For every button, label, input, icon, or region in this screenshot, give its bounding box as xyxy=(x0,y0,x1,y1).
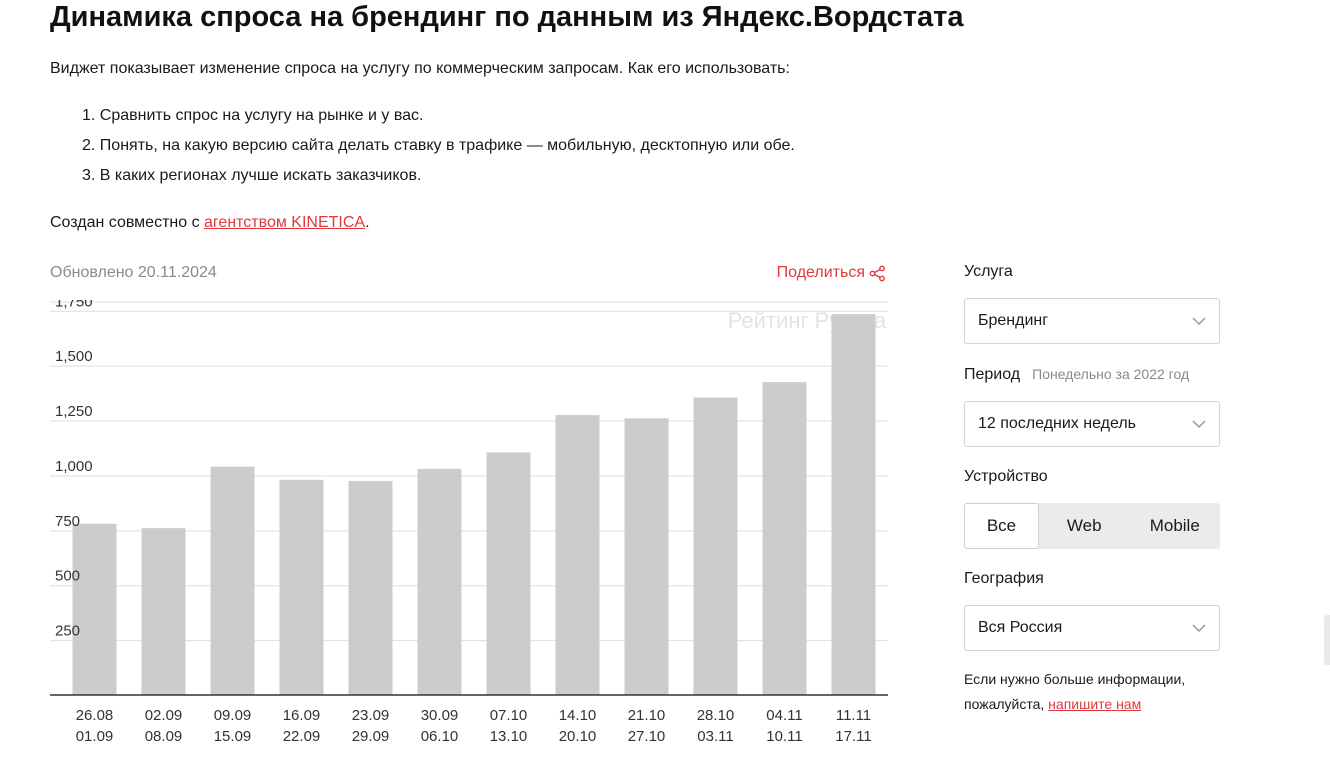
x-tick-label: 09.09 xyxy=(214,707,252,724)
filter-panel: Услуга Брендинг Период Понедельно за 2022… xyxy=(964,262,1220,717)
chart-bar xyxy=(417,468,462,695)
device-label: Устройство xyxy=(964,468,1048,485)
step-item: 2. Понять, на какую версию сайта делать … xyxy=(82,137,795,154)
chart-bar xyxy=(210,466,255,695)
chevron-down-icon xyxy=(1192,420,1206,428)
chart-bar xyxy=(72,523,117,695)
updated-date: Обновлено 20.11.2024 xyxy=(50,264,217,281)
x-tick-label: 10.11 xyxy=(766,728,802,745)
x-tick-label: 30.09 xyxy=(421,707,459,724)
chart-bar xyxy=(762,382,807,695)
x-tick-label: 17.11 xyxy=(835,728,871,745)
x-tick-label: 15.09 xyxy=(214,728,252,745)
x-tick-label: 04.11 xyxy=(766,707,802,724)
x-tick-label: 07.10 xyxy=(490,707,528,724)
bar-chart: Рейтинг Рунета26.0801.0902.0908.0909.091… xyxy=(50,300,888,745)
period-hint: Понедельно за 2022 год xyxy=(1032,366,1190,382)
period-value: 12 последних недель xyxy=(978,415,1136,432)
chart-bar xyxy=(486,452,531,695)
y-tick-label: 500 xyxy=(55,568,80,585)
y-tick-label: 750 xyxy=(55,513,80,530)
chevron-down-icon xyxy=(1192,624,1206,632)
x-tick-label: 23.09 xyxy=(352,707,390,724)
kinetica-link[interactable]: агентством KINETICA xyxy=(204,214,366,231)
period-label-row: Период Понедельно за 2022 год xyxy=(964,364,1220,385)
y-tick-label: 1,000 xyxy=(55,458,93,475)
device-option-all[interactable]: Все xyxy=(964,503,1039,549)
contact-note: Если нужно больше информации, пожалуйста… xyxy=(964,667,1220,717)
chart-bar xyxy=(555,415,600,695)
x-tick-label: 08.09 xyxy=(145,728,183,745)
x-tick-label: 03.11 xyxy=(697,728,733,745)
x-tick-label: 28.10 xyxy=(697,707,735,724)
geo-label: География xyxy=(964,570,1044,587)
service-value: Брендинг xyxy=(978,312,1049,329)
x-tick-label: 11.11 xyxy=(836,707,871,724)
x-tick-label: 02.09 xyxy=(145,707,183,724)
share-button[interactable]: Поделиться xyxy=(777,263,886,283)
x-tick-label: 29.09 xyxy=(352,728,390,745)
share-icon xyxy=(869,265,885,281)
step-item: 1. Сравнить спрос на услугу на рынке и у… xyxy=(82,107,424,124)
device-option-web[interactable]: Web xyxy=(1066,516,1102,535)
contact-note-text: Если нужно больше информации, пожалуйста… xyxy=(964,671,1186,712)
contact-link[interactable]: напишите нам xyxy=(1048,696,1142,712)
chart-bar xyxy=(624,418,669,695)
share-label: Поделиться xyxy=(776,264,865,281)
device-switch: Все Web Mobile xyxy=(964,503,1220,549)
chart-bar xyxy=(279,479,324,695)
chart-bar xyxy=(348,480,393,695)
x-tick-label: 13.10 xyxy=(490,728,528,745)
service-label: Услуга xyxy=(964,263,1013,280)
geo-select[interactable]: Вся Россия xyxy=(964,605,1220,651)
service-select[interactable]: Брендинг xyxy=(964,298,1220,344)
x-tick-label: 22.09 xyxy=(283,728,321,745)
chevron-down-icon xyxy=(1192,317,1206,325)
y-tick-label: 1,250 xyxy=(55,403,93,420)
geo-value: Вся Россия xyxy=(978,619,1063,636)
y-tick-label: 1,500 xyxy=(55,348,93,365)
credits-suffix: . xyxy=(365,214,370,231)
x-tick-label: 20.10 xyxy=(559,728,597,745)
x-tick-label: 26.08 xyxy=(76,707,114,724)
scroll-edge[interactable] xyxy=(1324,615,1330,665)
x-tick-label: 21.10 xyxy=(628,707,666,724)
period-select[interactable]: 12 последних недель xyxy=(964,401,1220,447)
period-label: Период xyxy=(964,366,1021,383)
chart-bar xyxy=(141,528,186,695)
x-tick-label: 01.09 xyxy=(76,728,114,745)
chart-bar xyxy=(693,397,738,695)
credits-line: Создан совместно с агентством KINETICA. xyxy=(50,213,370,233)
usage-steps: 1. Сравнить спрос на услугу на рынке и у… xyxy=(82,106,795,196)
x-tick-label: 27.10 xyxy=(628,728,666,745)
x-tick-label: 14.10 xyxy=(559,707,597,724)
chart-bar xyxy=(831,314,876,695)
y-tick-label: 250 xyxy=(55,623,80,640)
x-tick-label: 16.09 xyxy=(283,707,321,724)
device-option-mobile[interactable]: Mobile xyxy=(1149,516,1200,535)
page-title: Динамика спроса на брендинг по данным из… xyxy=(50,1,964,33)
step-item: 3. В каких регионах лучше искать заказчи… xyxy=(82,167,422,184)
demand-chart: Рейтинг Рунета 26.08 01.09 02.09 08.09 09.09 1… xyxy=(50,300,888,755)
intro-text: Виджет показывает изменение спроса на ус… xyxy=(50,60,790,77)
credits-prefix: Создан совместно с xyxy=(50,214,205,231)
x-tick-label: 06.10 xyxy=(421,728,459,745)
y-tick-label: 1,750 xyxy=(55,300,93,310)
